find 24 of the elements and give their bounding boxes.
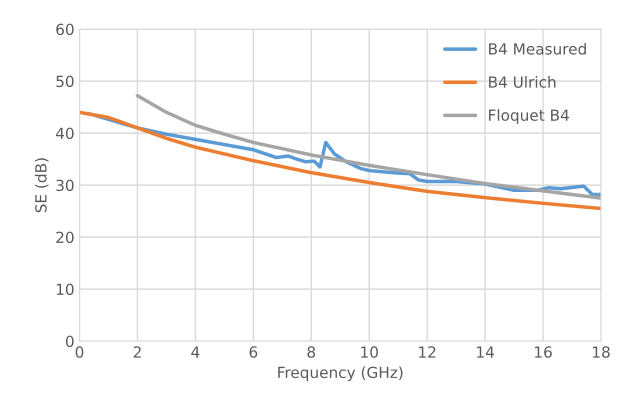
y-tick-label: 60 [56,24,74,36]
x-axis-title: Frequency (GHz) [278,366,402,382]
line-series [136,94,602,200]
y-tick-label: 0 [66,336,74,348]
y-tick-label: 20 [56,232,74,244]
y-tick-label: 10 [56,284,74,296]
x-tick-label: 12 [419,346,436,358]
y-tick-label: 50 [56,76,74,88]
x-tick-label: 10 [361,346,378,358]
y-tick-label: 30 [56,180,74,192]
y-tick-label: 40 [56,128,74,140]
line-series [80,110,602,210]
x-tick-label: 14 [477,346,494,358]
x-tick-label: 4 [191,346,200,358]
x-tick-label: 2 [134,346,141,358]
x-tick-label: 8 [307,346,316,358]
x-tick-label: 0 [76,346,84,358]
legend-label: B4 Ulrich [489,76,556,88]
x-tick-label: 18 [592,346,610,358]
legend-label: B4 Measured [489,42,586,55]
x-tick-label: 6 [250,346,258,358]
x-tick-label: 16 [535,346,552,358]
legend-label: Floquet B4 [489,109,569,124]
y-axis-title: SE (dB) [34,158,48,212]
